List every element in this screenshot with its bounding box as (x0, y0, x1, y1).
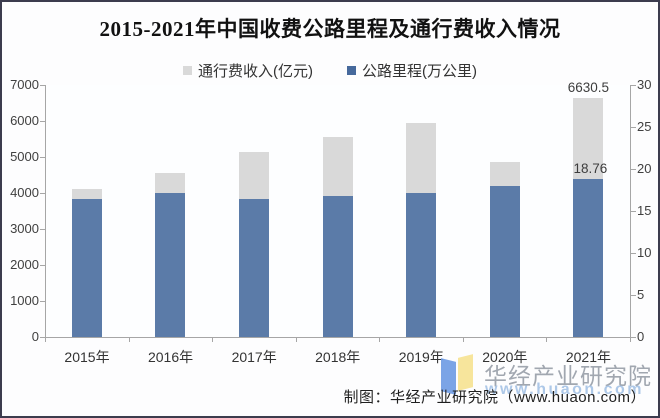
x-axis-tick-mark (546, 338, 548, 342)
left-axis-tick-mark (40, 157, 45, 158)
left-axis-tick-mark (40, 85, 45, 86)
left-axis-tick-mark (40, 193, 45, 194)
right-axis-tick-mark (631, 85, 636, 86)
right-axis-tick-label: 30 (637, 77, 652, 92)
right-axis-tick-label: 25 (637, 119, 652, 134)
toll-revenue-swatch-icon (183, 65, 192, 75)
left-axis-tick-label: 3000 (10, 221, 39, 236)
right-axis-tick-label: 10 (637, 245, 652, 260)
x-axis-tick-mark (630, 338, 631, 342)
bar-road-mileage-2021年 (573, 179, 604, 337)
right-axis-tick-mark (631, 337, 636, 338)
credit-line: 制图：华经产业研究院（www.huaon.com） (343, 389, 646, 406)
legend: 通行费收入(亿元) 公路里程(万公里) (0, 60, 660, 80)
x-axis-label: 2017年 (231, 349, 277, 365)
bar-road-mileage-2016年 (155, 193, 186, 337)
right-axis-tick-mark (631, 127, 636, 128)
x-axis-label: 2020年 (482, 349, 528, 365)
left-axis-tick-mark (40, 121, 45, 122)
left-axis-tick-label: 6000 (10, 113, 39, 128)
left-axis-tick-label: 7000 (10, 77, 39, 92)
x-axis-label: 2018年 (315, 349, 361, 365)
x-axis-label: 2021年 (565, 349, 611, 365)
right-axis-tick-label: 15 (637, 203, 652, 218)
left-axis-tick-mark (40, 337, 45, 338)
left-axis-tick-label: 0 (31, 329, 39, 344)
left-axis-tick-mark (40, 301, 45, 302)
x-axis-tick-mark (45, 338, 46, 342)
legend-item-toll-revenue: 通行费收入(亿元) (183, 60, 313, 81)
right-axis-tick-mark (631, 169, 636, 170)
right-axis-tick-mark (631, 253, 636, 254)
left-axis-tick-label: 2000 (10, 257, 39, 272)
legend-item-road-mileage: 公路里程(万公里) (347, 60, 477, 81)
x-axis-tick-mark (128, 338, 130, 342)
right-axis-tick-label: 0 (637, 329, 645, 344)
data-label-road-mileage: 18.76 (573, 161, 608, 177)
bar-road-mileage-2018年 (322, 195, 353, 337)
x-axis-label: 2015年 (64, 349, 110, 365)
bar-road-mileage-2020年 (489, 186, 520, 337)
right-axis-tick-label: 5 (637, 287, 645, 302)
x-axis-tick-mark (212, 338, 214, 342)
right-axis-tick-mark (631, 295, 636, 296)
legend-label-road-mileage: 公路里程(万公里) (362, 62, 477, 80)
road-mileage-swatch-icon (347, 65, 356, 75)
left-axis-tick-label: 4000 (10, 185, 39, 200)
x-axis-tick-mark (379, 338, 381, 342)
chart-title: 2015-2021年中国收费公路里程及通行费收入情况 (99, 17, 561, 41)
x-axis-tick-mark (295, 338, 297, 342)
left-axis-tick-mark (40, 229, 45, 230)
right-axis-line (630, 85, 631, 338)
legend-label-toll-revenue: 通行费收入(亿元) (198, 62, 313, 80)
bar-road-mileage-2019年 (406, 193, 437, 337)
right-axis-tick-label: 20 (637, 161, 652, 176)
x-axis-label: 2016年 (147, 349, 194, 365)
bar-road-mileage-2017年 (238, 199, 269, 337)
bar-road-mileage-2015年 (71, 198, 102, 337)
right-axis-tick-mark (631, 211, 636, 212)
x-axis-label: 2019年 (398, 349, 444, 365)
left-axis-tick-mark (40, 265, 45, 266)
data-label-toll-revenue: 6630.5 (567, 80, 610, 96)
x-axis-tick-mark (462, 338, 464, 342)
left-axis-tick-label: 1000 (10, 293, 39, 308)
left-axis-tick-label: 5000 (10, 149, 39, 164)
